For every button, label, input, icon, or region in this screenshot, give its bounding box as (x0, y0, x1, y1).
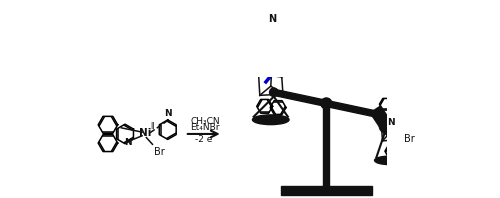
Text: CH₃CN: CH₃CN (190, 117, 220, 126)
Text: N: N (387, 118, 395, 127)
Polygon shape (324, 103, 330, 186)
Polygon shape (280, 186, 372, 195)
Circle shape (374, 110, 383, 119)
Text: Br: Br (404, 134, 414, 144)
Text: N: N (268, 14, 276, 24)
Circle shape (321, 98, 332, 109)
Ellipse shape (374, 156, 405, 165)
Circle shape (380, 121, 390, 132)
Text: N: N (164, 109, 172, 118)
Text: Ni: Ni (139, 128, 151, 138)
Text: -2 e: -2 e (195, 135, 212, 144)
Ellipse shape (252, 115, 289, 125)
Polygon shape (273, 89, 380, 118)
Text: II: II (150, 122, 155, 131)
Text: Et₄NBr: Et₄NBr (190, 123, 220, 132)
Text: N: N (124, 138, 132, 147)
Text: Br: Br (154, 147, 164, 157)
Circle shape (270, 88, 278, 97)
